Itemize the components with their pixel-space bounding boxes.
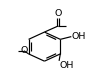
Text: OH: OH (60, 61, 74, 70)
Text: O: O (55, 9, 62, 18)
Text: OH: OH (72, 32, 86, 41)
Text: O: O (20, 46, 27, 55)
